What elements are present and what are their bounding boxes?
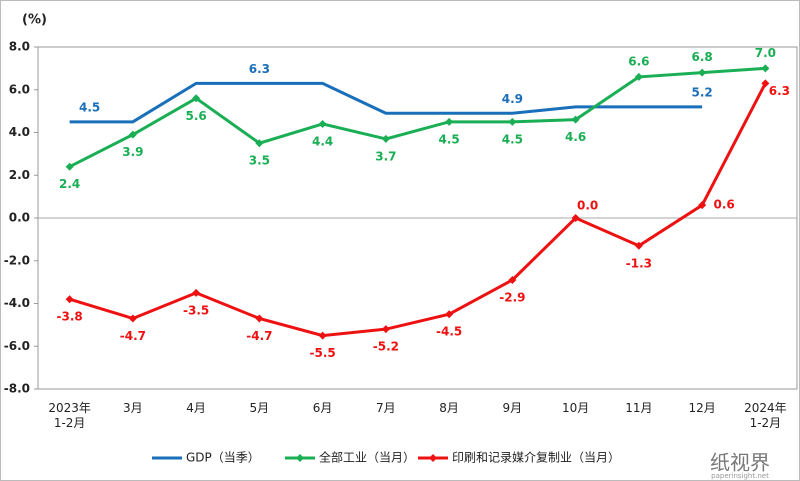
watermark-url: paperinsight.net (711, 472, 769, 480)
data-label: 4.6 (565, 130, 586, 144)
legend-label: 全部工业（当月） (319, 450, 415, 465)
marker (255, 139, 264, 148)
data-label: 4.5 (502, 132, 523, 146)
marker (571, 214, 580, 222)
data-label: -4.7 (120, 329, 146, 343)
marker (698, 201, 707, 210)
x-tick-line: 5月 (250, 401, 270, 415)
y-tick-label: 6.0 (9, 82, 30, 96)
x-tick-line: 2023年 (48, 401, 91, 415)
marker (318, 331, 327, 340)
marker (761, 64, 770, 73)
x-tick-label: 11月 (625, 401, 652, 415)
data-label: 6.3 (249, 62, 270, 76)
marker (318, 119, 327, 128)
x-tick-label: 3月 (123, 401, 143, 415)
y-tick-label: -6.0 (4, 339, 30, 353)
data-label: -4.7 (246, 329, 272, 343)
x-tick-label: 6月 (313, 401, 333, 415)
x-tick-label: 2023年 1-2月 (48, 401, 91, 430)
marker (381, 325, 390, 334)
data-label: 5.2 (691, 85, 712, 99)
data-label: 2.4 (59, 177, 80, 191)
marker (634, 72, 643, 81)
x-tick-line: 2024年 (744, 401, 787, 415)
marker (445, 310, 454, 319)
data-label: 3.9 (122, 145, 143, 159)
x-tick-line: 12月 (688, 401, 715, 415)
marker (698, 68, 707, 77)
data-label: -3.5 (183, 303, 209, 317)
y-tick-label: -8.0 (4, 382, 30, 396)
x-tick-label: 10月 (562, 401, 589, 415)
series-line (69, 82, 767, 338)
series-line (68, 66, 766, 169)
x-tick-label: 2024年 1-2月 (744, 401, 787, 430)
marker (634, 241, 643, 250)
legend-marker (429, 454, 437, 462)
marker (571, 115, 580, 124)
legend-label: 印刷和记录媒介复制业（当月） (452, 451, 620, 465)
data-label: 3.5 (249, 154, 270, 168)
marker (255, 314, 264, 323)
data-label: 4.9 (502, 92, 523, 106)
marker (65, 295, 74, 304)
data-label: 0.0 (577, 199, 598, 213)
x-tick-label: 9月 (503, 401, 523, 415)
marker (508, 117, 517, 126)
y-axis-label: (%) (22, 13, 47, 28)
watermark: 纸视界 (710, 451, 770, 475)
x-tick-label: 7月 (376, 401, 396, 415)
legend-label: GDP（当季） (186, 451, 260, 465)
x-tick-line: 3月 (123, 401, 143, 415)
data-label: 7.0 (755, 46, 776, 60)
marker (192, 288, 201, 297)
legend-marker (296, 454, 304, 462)
y-tick-label: 2.0 (9, 168, 30, 182)
x-tick-label: 8月 (439, 401, 459, 415)
x-tick-line: 1-2月 (54, 416, 86, 430)
x-tick-line: 4月 (186, 401, 206, 415)
marker (445, 117, 454, 126)
data-label: -4.5 (436, 325, 462, 339)
data-label: -3.8 (57, 310, 83, 324)
x-tick-line: 6月 (313, 401, 333, 415)
y-tick-label: -4.0 (4, 296, 30, 310)
data-label: 3.7 (375, 149, 396, 163)
data-label: 6.6 (628, 54, 649, 68)
y-tick-label: 8.0 (9, 40, 30, 54)
y-tick-label: 0.0 (9, 211, 30, 225)
data-label: 0.6 (713, 198, 734, 212)
x-tick-line: 1-2月 (750, 416, 782, 430)
marker (128, 130, 137, 139)
x-tick-line: 11月 (625, 401, 652, 415)
marker (192, 94, 201, 103)
data-label: -5.2 (373, 340, 399, 354)
x-tick-line: 9月 (503, 401, 523, 415)
data-label: 5.6 (185, 109, 206, 123)
marker (761, 79, 770, 88)
data-label: 6.8 (691, 50, 712, 64)
marker (128, 314, 137, 323)
data-label: 6.3 (769, 84, 790, 98)
y-tick-label: -2.0 (4, 253, 30, 267)
x-tick-line: 10月 (562, 401, 589, 415)
marker (65, 162, 74, 171)
x-tick-line: 8月 (439, 401, 459, 415)
data-label: -1.3 (626, 256, 652, 270)
marker (381, 134, 390, 143)
x-tick-label: 5月 (250, 401, 270, 415)
data-label: 4.5 (79, 100, 100, 114)
data-label: 4.4 (312, 134, 333, 148)
x-tick-line: 7月 (376, 401, 396, 415)
x-tick-label: 12月 (688, 401, 715, 415)
marker (508, 275, 517, 284)
x-tick-label: 4月 (186, 401, 206, 415)
data-label: -5.5 (310, 346, 336, 360)
data-label: 4.5 (438, 132, 459, 146)
data-label: -2.9 (499, 290, 525, 304)
y-tick-label: 4.0 (9, 125, 30, 139)
